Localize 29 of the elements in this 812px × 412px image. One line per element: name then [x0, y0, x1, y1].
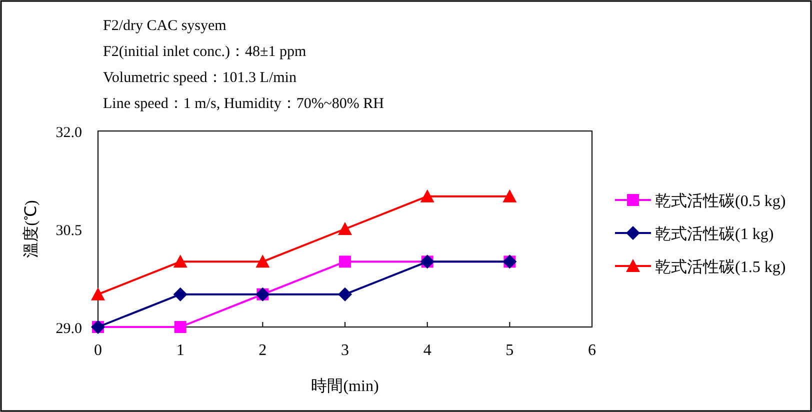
legend-label: 乾式活性碳(1.5 kg) — [655, 258, 786, 276]
point — [256, 254, 270, 268]
legend-label: 乾式活性碳(1 kg) — [655, 225, 774, 243]
x-tick-label: 1 — [176, 342, 184, 359]
point — [338, 222, 352, 235]
text: F2/dry CAC sysyem — [103, 18, 227, 34]
point — [91, 287, 105, 300]
point — [339, 256, 351, 268]
x-tick-label: 0 — [94, 342, 102, 359]
x-tick-label: 6 — [588, 342, 596, 359]
x-tick-label: 4 — [423, 342, 432, 359]
point — [502, 189, 517, 202]
y-tick-label: 32.0 — [56, 125, 82, 141]
x-tick-label: 2 — [258, 342, 267, 359]
x-tick-label: 3 — [341, 342, 349, 359]
text: Line speed：1 m/s, Humidity：70%~80% RH — [103, 96, 384, 112]
text: F2(initial inlet conc.)：48±1 ppm — [103, 44, 307, 60]
point — [338, 287, 352, 302]
legend-label: 乾式活性碳(0.5 kg) — [655, 192, 786, 210]
text: Volumetric speed：101.3 L/min — [103, 70, 297, 86]
y-tick-label: 30.5 — [56, 223, 82, 239]
point — [173, 287, 188, 302]
point — [173, 254, 188, 268]
y-axis-title: 溫度(℃) — [22, 200, 40, 258]
x-axis-title: 時間(min) — [311, 377, 379, 395]
point — [420, 189, 434, 202]
y-tick-label: 29.0 — [56, 321, 82, 337]
point — [174, 321, 186, 333]
x-tick-label: 5 — [506, 342, 514, 359]
